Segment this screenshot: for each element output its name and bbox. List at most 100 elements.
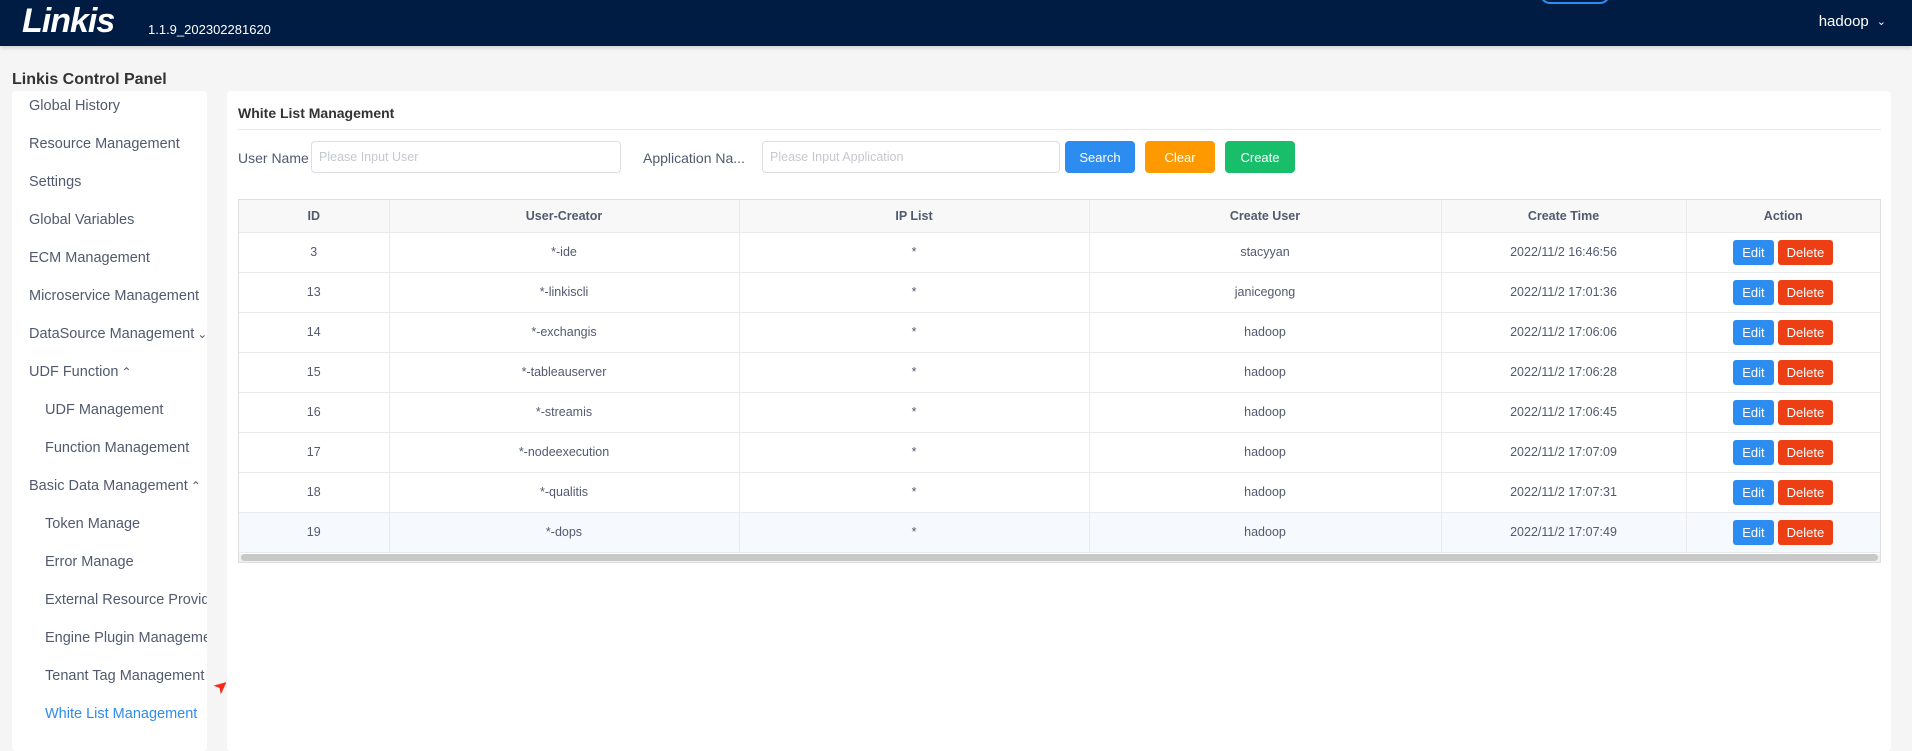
sidebar-item-label: External Resource Provider: [45, 592, 207, 608]
sidebar-item[interactable]: Resource Management: [29, 136, 180, 152]
edit-button[interactable]: Edit: [1733, 319, 1774, 345]
application-name-label: Application Na...: [643, 150, 745, 166]
table-cell: 19: [239, 512, 390, 553]
toggle-switch[interactable]: [1540, 0, 1610, 4]
sidebar-item-label: Tenant Tag Management: [45, 668, 205, 684]
table-cell: *: [739, 392, 1090, 433]
edit-button[interactable]: Edit: [1733, 519, 1774, 545]
table-cell: hadoop: [1089, 472, 1442, 513]
table-cell: 2022/11/2 17:06:28: [1441, 352, 1687, 393]
user-name-input[interactable]: [311, 141, 621, 173]
sidebar-item[interactable]: Function Management: [45, 440, 189, 456]
table-row: 13 *-linkiscli * janicegong 2022/11/2 17:01:…: [239, 272, 1880, 313]
sidebar-item[interactable]: Microservice Management: [29, 288, 199, 304]
user-name-label: User Name: [238, 150, 309, 166]
table-cell: hadoop: [1089, 432, 1442, 473]
action-cell: Edit Delete: [1686, 512, 1880, 553]
panel-title: Linkis Control Panel: [12, 71, 167, 88]
action-cell: Edit Delete: [1686, 352, 1880, 393]
sidebar-item[interactable]: Engine Plugin Management: [45, 630, 207, 646]
table-cell: 2022/11/2 16:46:56: [1441, 232, 1687, 273]
delete-button[interactable]: Delete: [1777, 239, 1834, 265]
sidebar-item[interactable]: Settings: [29, 174, 81, 190]
sidebar-item[interactable]: Tenant Tag Management: [45, 668, 204, 684]
table-cell: stacyyan: [1089, 232, 1442, 273]
table-cell: 2022/11/2 17:01:36: [1441, 272, 1687, 313]
table-cell: 15: [239, 352, 390, 393]
create-button[interactable]: Create: [1225, 141, 1295, 173]
sidebar-item[interactable]: ECM Management: [29, 250, 150, 266]
table-cell: 2022/11/2 17:07:49: [1441, 512, 1687, 553]
delete-button[interactable]: Delete: [1777, 359, 1834, 385]
sidebar-item[interactable]: Token Manage: [45, 516, 140, 532]
table-cell: 18: [239, 472, 390, 513]
edit-button[interactable]: Edit: [1733, 399, 1774, 425]
sidebar-item[interactable]: DataSource Management ⌄: [29, 326, 207, 342]
chevron-down-icon[interactable]: ⌄: [197, 327, 207, 341]
sidebar-item[interactable]: White List Management: [45, 706, 197, 722]
sidebar-item-label: Basic Data Management: [29, 478, 188, 494]
table-row: 3 *-ide * stacyyan 2022/11/2 16:46:56 Edit Del…: [239, 232, 1880, 273]
chevron-up-icon[interactable]: ⌃: [190, 479, 201, 493]
table-cell: *: [739, 512, 1090, 553]
application-name-input[interactable]: [762, 141, 1060, 173]
horizontal-scrollbar[interactable]: [239, 553, 1880, 563]
sidebar-item-label: Error Manage: [45, 554, 134, 570]
edit-button[interactable]: Edit: [1733, 279, 1774, 305]
table-cell: hadoop: [1089, 312, 1442, 353]
delete-button[interactable]: Delete: [1777, 399, 1834, 425]
delete-button[interactable]: Delete: [1777, 319, 1834, 345]
table-cell: 3: [239, 232, 390, 273]
table-cell: *: [739, 312, 1090, 353]
table-cell: *: [739, 232, 1090, 273]
sidebar-item-label: Engine Plugin Management: [45, 630, 207, 646]
table-cell: 13: [239, 272, 390, 313]
sidebar-item[interactable]: External Resource Provider: [45, 592, 207, 608]
scrollbar-thumb[interactable]: [241, 553, 1878, 561]
table-cell: 2022/11/2 17:06:45: [1441, 392, 1687, 433]
table-cell: *-linkiscli: [389, 272, 740, 313]
sidebar-item[interactable]: Global Variables: [29, 212, 134, 228]
table-cell: *-qualitis: [389, 472, 740, 513]
sidebar-item[interactable]: UDF Management: [45, 402, 163, 418]
sidebar-item[interactable]: UDF Function ⌃: [29, 364, 132, 380]
delete-button[interactable]: Delete: [1777, 279, 1834, 305]
clear-button[interactable]: Clear: [1145, 141, 1215, 173]
delete-button[interactable]: Delete: [1777, 519, 1834, 545]
sidebar-item[interactable]: Basic Data Management ⌃: [29, 478, 201, 494]
action-cell: Edit Delete: [1686, 392, 1880, 433]
chevron-up-icon[interactable]: ⌃: [121, 365, 132, 379]
table-cell: janicegong: [1089, 272, 1442, 313]
top-header: Linkis 1.1.9_202302281620 hadoop ⌄: [0, 0, 1912, 46]
table-cell: *: [739, 272, 1090, 313]
table-row: 18 *-qualitis * hadoop 2022/11/2 17:07:31 Edi…: [239, 472, 1880, 513]
table-row: 17 *-nodeexecution * hadoop 2022/11/2 17:07:…: [239, 432, 1880, 473]
sidebar-item-label: Resource Management: [29, 136, 180, 152]
action-cell: Edit Delete: [1686, 472, 1880, 513]
sidebar-item-label: UDF Function: [29, 364, 119, 380]
sidebar-item-label: UDF Management: [45, 402, 164, 418]
table-cell: 14: [239, 312, 390, 353]
edit-button[interactable]: Edit: [1733, 239, 1774, 265]
table-cell: *-exchangis: [389, 312, 740, 353]
user-menu[interactable]: hadoop ⌄: [1819, 13, 1886, 30]
sidebar-item-label: Global History: [29, 98, 121, 114]
column-header: User-Creator: [389, 200, 740, 233]
edit-button[interactable]: Edit: [1733, 359, 1774, 385]
sidebar-item[interactable]: Error Manage: [45, 554, 134, 570]
sidebar-item-label: Settings: [29, 174, 82, 190]
sidebar-item-label: White List Management: [45, 706, 198, 722]
sidebar-item[interactable]: Global History: [29, 98, 120, 114]
logo[interactable]: Linkis: [22, 2, 115, 40]
table-cell: hadoop: [1089, 352, 1442, 393]
search-button[interactable]: Search: [1065, 141, 1135, 173]
delete-button[interactable]: Delete: [1777, 439, 1834, 465]
sidebar: Global History Resource Management Setting…: [12, 91, 207, 751]
divider: [238, 129, 1881, 130]
edit-button[interactable]: Edit: [1733, 479, 1774, 505]
table-cell: *: [739, 352, 1090, 393]
whitelist-table: ID User-Creator IP List Create User Create T…: [238, 199, 1881, 563]
column-header: IP List: [739, 200, 1090, 233]
edit-button[interactable]: Edit: [1733, 439, 1774, 465]
delete-button[interactable]: Delete: [1777, 479, 1834, 505]
